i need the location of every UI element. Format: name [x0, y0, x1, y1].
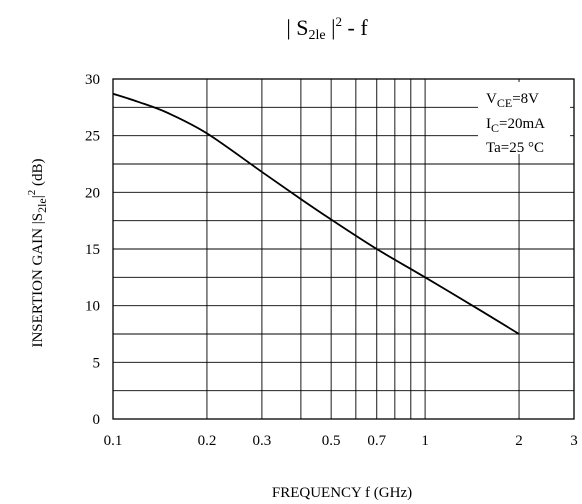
x-tick-label: 0.1 — [104, 433, 123, 449]
x-tick-label: 1 — [421, 433, 429, 449]
conditions-box: VCE=8V IC=20mA Ta=25 °C — [478, 82, 570, 156]
x-tick-label: 0.2 — [198, 433, 217, 449]
x-tick-label: 0.5 — [322, 433, 341, 449]
x-tick-label: 0.7 — [367, 433, 386, 449]
y-tick-label: 5 — [93, 355, 101, 371]
x-tick-label: 0.3 — [253, 433, 272, 449]
grid — [113, 79, 574, 419]
y-tick-label: 30 — [85, 72, 100, 88]
y-tick-label: 15 — [85, 242, 100, 258]
condition-ic: IC=20mA — [486, 116, 545, 135]
conditions-background — [478, 82, 570, 154]
y-tick-label: 20 — [85, 185, 100, 201]
y-tick-label: 0 — [93, 412, 101, 428]
x-tick-label: 2 — [515, 433, 523, 449]
chart-title: | S2le |2 - f — [286, 14, 368, 43]
y-tick-label: 10 — [85, 299, 100, 315]
title-tail: - f — [342, 15, 368, 40]
series-group — [112, 92, 520, 335]
title-sup: 2 — [336, 14, 343, 29]
y-axis-label: INSERTION GAIN |S2le|2 (dB) — [26, 158, 49, 347]
plot-frame — [112, 78, 575, 420]
y-tick-labels: 0 5 10 15 20 25 30 — [85, 72, 100, 428]
condition-vce: VCE=8V — [486, 91, 539, 110]
title-suffix: | — [326, 15, 336, 40]
x-axis-label: FREQUENCY f (GHz) — [272, 485, 412, 501]
title-sub: 2le — [308, 28, 325, 43]
x-tick-label: 3 — [570, 433, 578, 449]
series-line — [112, 92, 520, 335]
x-tick-labels: 0.1 0.2 0.3 0.5 0.7 1 2 3 — [104, 433, 578, 449]
condition-ta: Ta=25 °C — [486, 140, 544, 156]
y-tick-label: 25 — [85, 129, 100, 145]
title-prefix: | S — [286, 15, 308, 40]
